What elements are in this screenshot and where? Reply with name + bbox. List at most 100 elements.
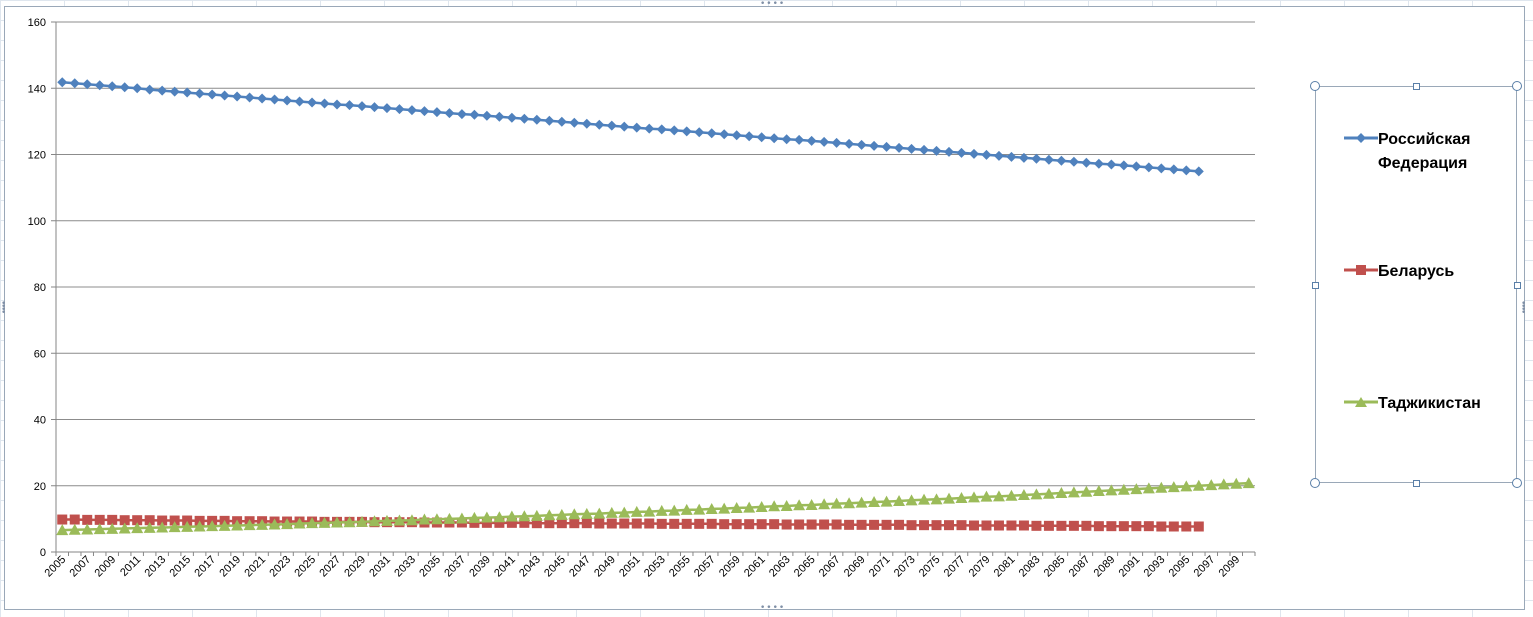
chart-resize-handle-right[interactable]: • • • • [1521, 299, 1527, 318]
data-point [1168, 164, 1179, 175]
data-point [931, 145, 942, 156]
legend[interactable]: Российская Федерация Беларусь Таджикиста… [1310, 81, 1522, 488]
chart-resize-handle-left[interactable]: • • • • [1, 299, 7, 318]
x-tick-label: 2015 [167, 554, 193, 580]
y-tick-label: 80 [34, 282, 46, 294]
legend-swatch-triangle-icon [1344, 397, 1378, 407]
legend-item-russia[interactable]: Российская Федерация [1344, 128, 1518, 176]
data-point [82, 79, 93, 90]
legend-label-tajikistan: Таджикистан [1378, 395, 1481, 412]
x-tick-label: 2091 [1117, 554, 1143, 580]
data-point [644, 518, 655, 529]
data-point [381, 103, 392, 114]
data-point [168, 521, 181, 533]
x-tick-label: 2033 [392, 554, 418, 580]
data-point [1043, 154, 1054, 165]
legend-handle-bottom[interactable] [1413, 480, 1420, 487]
data-point [781, 519, 792, 530]
x-tick-label: 2087 [1067, 554, 1093, 580]
legend-label-russia: Российская Федерация [1378, 131, 1471, 172]
data-point [868, 495, 881, 507]
legend-label-belarus: Беларусь [1378, 263, 1455, 280]
y-tick-label: 20 [34, 481, 46, 493]
data-point [493, 511, 506, 523]
x-tick-label: 2083 [1017, 554, 1043, 580]
data-point [68, 523, 81, 535]
data-point [894, 142, 905, 153]
data-point [480, 511, 493, 523]
data-point [56, 524, 69, 536]
data-point [894, 519, 905, 530]
data-point [1131, 161, 1142, 172]
data-point [1106, 521, 1117, 532]
data-point [594, 119, 605, 130]
legend-handle-bottom-left[interactable] [1310, 478, 1320, 488]
data-point [156, 521, 169, 533]
data-point [157, 85, 168, 96]
x-tick-label: 2095 [1167, 554, 1193, 580]
legend-handle-top[interactable] [1413, 83, 1420, 90]
data-point [1181, 165, 1192, 176]
x-axis-tick-labels: 2005 2007 2009 2011 2013 2015 2017 2019 2021 2023… [43, 554, 1243, 580]
x-tick-label: 2093 [1142, 554, 1168, 580]
x-tick-label: 2025 [292, 554, 318, 580]
data-point [218, 519, 231, 531]
data-point [605, 506, 618, 518]
y-tick-label: 60 [34, 348, 46, 360]
data-point [268, 518, 281, 530]
data-point [144, 84, 155, 95]
data-point [731, 519, 742, 530]
y-tick-label: 140 [28, 83, 46, 95]
legend-item-tajikistan[interactable]: Таджикистан [1344, 392, 1518, 416]
data-point [1118, 521, 1129, 532]
data-point [244, 92, 255, 103]
x-tick-label: 2011 [118, 554, 143, 579]
legend-handle-top-left[interactable] [1310, 81, 1320, 91]
chart-resize-handle-top[interactable]: •••• [760, 0, 786, 9]
data-point [631, 122, 642, 133]
data-point [194, 88, 205, 99]
data-point [906, 143, 917, 154]
data-point [1242, 477, 1255, 489]
data-point [369, 102, 380, 113]
x-tick-label: 2077 [942, 554, 968, 580]
data-point [881, 141, 892, 152]
data-point [819, 519, 830, 530]
data-point [1092, 485, 1105, 497]
data-point [1156, 163, 1167, 174]
legend-handle-top-right[interactable] [1512, 81, 1522, 91]
legend-item-belarus[interactable]: Беларусь [1344, 260, 1518, 284]
data-point [231, 519, 244, 531]
data-point [506, 112, 517, 123]
data-point [1081, 520, 1092, 531]
data-point [769, 519, 780, 530]
data-point [1055, 487, 1068, 499]
data-point [431, 107, 442, 118]
data-point [1193, 166, 1204, 177]
data-point [468, 511, 481, 523]
data-point [293, 517, 306, 529]
x-tick-label: 2007 [68, 554, 94, 580]
data-point [131, 522, 144, 534]
data-point [805, 498, 818, 510]
legend-handle-bottom-right[interactable] [1512, 478, 1522, 488]
data-point [418, 513, 431, 525]
x-tick-label: 2035 [417, 554, 443, 580]
data-point [993, 520, 1004, 531]
data-point [569, 117, 580, 128]
data-point [405, 514, 418, 526]
data-point [1068, 520, 1079, 531]
y-tick-label: 120 [28, 150, 46, 162]
data-point [219, 90, 230, 101]
data-point [1081, 157, 1092, 168]
chart-resize-handle-bottom[interactable]: •••• [760, 603, 786, 613]
legend-handle-left[interactable] [1312, 282, 1319, 289]
data-point [656, 124, 667, 135]
legend-handle-right[interactable] [1514, 282, 1521, 289]
x-tick-label: 2019 [217, 554, 243, 580]
data-point [731, 130, 742, 141]
data-point [543, 509, 556, 521]
data-point [94, 514, 105, 525]
